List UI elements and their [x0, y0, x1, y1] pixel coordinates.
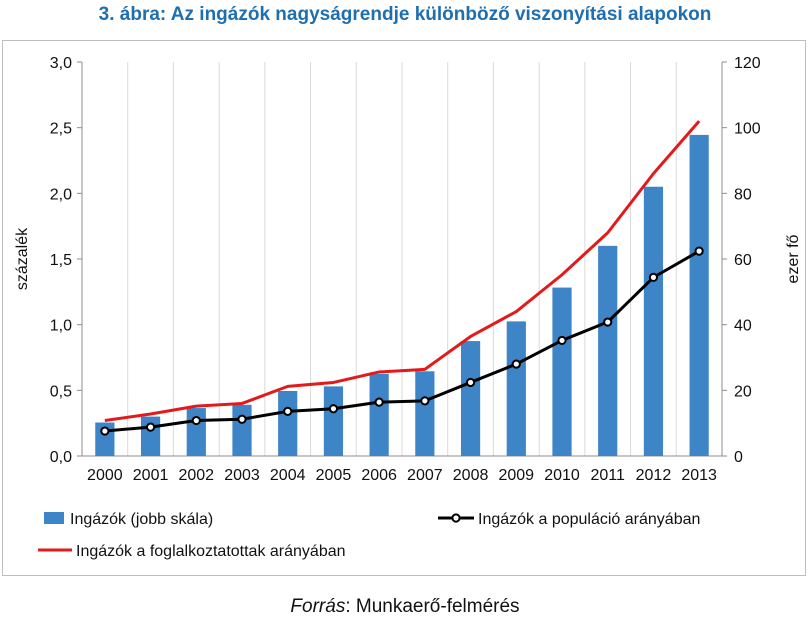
series-employed-ratio-line [104, 120, 701, 423]
tick-label-x: 2013 [681, 467, 717, 484]
series-population-ratio-marker [191, 415, 201, 426]
y-axis-title-right: ezer fő [785, 234, 802, 283]
series-population-ratio-marker [100, 426, 110, 436]
tick-label-right: 100 [734, 121, 761, 138]
tick-label-right: 120 [734, 55, 761, 72]
tick-label-x: 2003 [224, 467, 260, 484]
tick-label-left: 3,0 [50, 55, 72, 72]
chart-frame [2, 40, 806, 576]
tick-label-x: 2009 [498, 467, 534, 484]
source-label: Forrás [290, 596, 346, 617]
tick-label-left: 2,0 [50, 186, 72, 203]
series-population-ratio-marker [648, 272, 659, 282]
tick-label-x: 2012 [636, 467, 672, 484]
tick-label-x: 2002 [178, 467, 214, 484]
series-population-ratio-marker [511, 359, 521, 369]
tick-label-x: 2011 [591, 467, 626, 484]
series-population-ratio-marker [694, 246, 704, 256]
tick-label-left: 0,5 [50, 383, 72, 400]
tick-label-x: 2010 [544, 467, 580, 484]
y-axis-title-left: százalék [14, 227, 31, 290]
bar [460, 341, 481, 456]
legend-label-employed: Ingázók a foglalkoztatottak arányában [76, 543, 346, 560]
tick-label-left: 2,5 [50, 121, 72, 138]
tick-label-right: 40 [734, 318, 752, 335]
bar [186, 408, 206, 456]
series-population-ratio-line [104, 249, 700, 433]
tick-label-left: 1,5 [50, 252, 72, 269]
tick-label-x: 2008 [453, 467, 489, 484]
tick-label-x: 2000 [87, 467, 123, 484]
series-population-ratio-marker [465, 377, 476, 388]
tick-label-left: 1,0 [50, 318, 72, 335]
bar [689, 134, 709, 456]
bar [598, 245, 618, 456]
tick-label-left: 0,0 [50, 449, 72, 466]
series-population-ratio-marker [374, 397, 384, 407]
series-population-ratio-marker [557, 335, 567, 346]
bar [643, 186, 664, 456]
bar [323, 386, 344, 456]
bar [369, 373, 389, 456]
legend-swatch-bar [44, 512, 64, 524]
bar [232, 404, 252, 456]
bar [506, 321, 526, 456]
source-note: Forrás: Munkaerő-felmérés [0, 596, 810, 618]
tick-label-x: 2007 [407, 467, 443, 484]
series-population-ratio-marker [420, 396, 430, 406]
tick-label-right: 20 [734, 383, 752, 400]
bar [278, 390, 298, 456]
tick-label-x: 2001 [133, 467, 169, 484]
bar [552, 287, 572, 456]
tick-label-right: 80 [734, 186, 752, 203]
legend-label-commuters: Ingázók (jobb skála) [70, 511, 213, 528]
series-population-ratio-marker [237, 414, 247, 424]
legend-label-population: Ingázók a populáció arányában [478, 511, 700, 528]
series-population-ratio-marker [145, 422, 156, 432]
chart-title: 3. ábra: Az ingázók nagyságrendje különb… [98, 4, 712, 25]
tick-label-x: 2005 [316, 467, 352, 484]
bar [415, 371, 435, 456]
tick-label-right: 60 [734, 252, 752, 269]
series-population-ratio-marker [283, 406, 293, 416]
tick-label-right: 0 [734, 449, 743, 466]
tick-label-x: 2004 [270, 467, 306, 484]
legend-swatch-population-marker [451, 513, 461, 523]
series-population-ratio-marker [603, 317, 613, 327]
tick-label-x: 2006 [361, 467, 397, 484]
source-text: : Munkaerő-felmérés [345, 596, 520, 617]
series-population-ratio-marker [328, 404, 339, 414]
